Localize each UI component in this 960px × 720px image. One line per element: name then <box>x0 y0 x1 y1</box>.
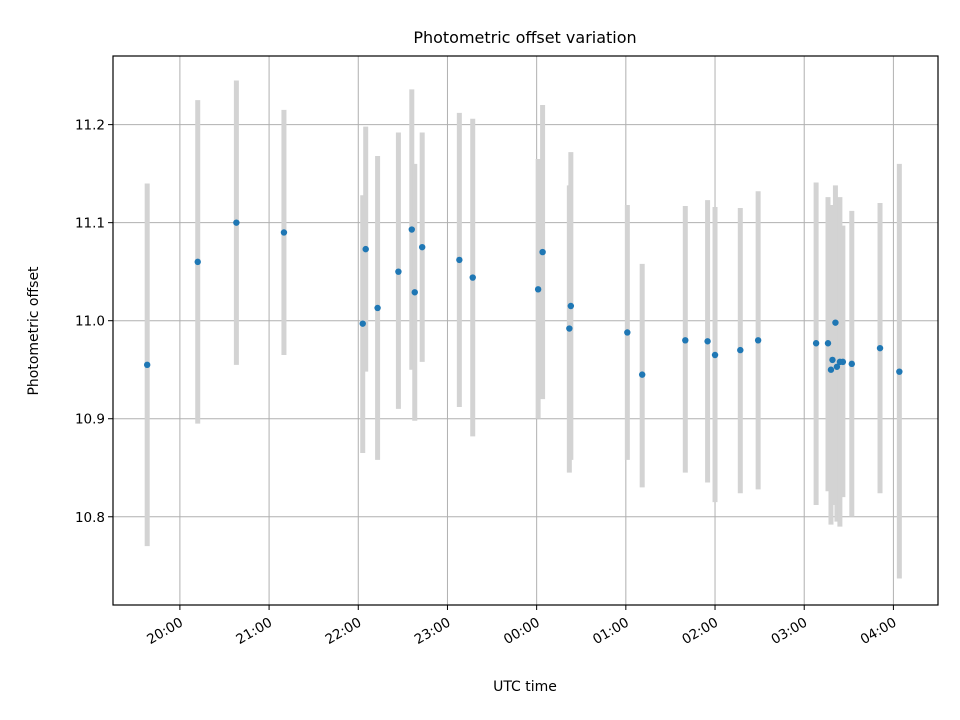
data-point <box>711 351 719 359</box>
data-point <box>408 226 415 233</box>
data-point <box>829 356 836 364</box>
data-point <box>833 363 841 370</box>
x-tick-label: 04:00 <box>858 615 900 648</box>
data-point <box>395 268 402 275</box>
data-point <box>362 245 369 253</box>
x-tick-label: 20:00 <box>144 615 186 648</box>
data-point <box>374 304 381 312</box>
data-point <box>456 256 463 264</box>
data-point <box>876 344 884 352</box>
data-point <box>469 274 476 281</box>
data-point <box>896 368 903 375</box>
data-point <box>754 337 762 344</box>
y-tick-label: 11.1 <box>75 216 105 232</box>
data-point <box>359 320 366 327</box>
data-point <box>233 219 240 226</box>
data-point <box>839 358 847 366</box>
plot-frame <box>112 55 939 606</box>
data-point <box>704 338 711 345</box>
y-axis-label: Photometric offset <box>26 266 42 396</box>
x-tick-label: 03:00 <box>769 615 811 648</box>
data-point <box>624 329 631 336</box>
y-tick-label: 11.2 <box>75 118 105 134</box>
y-tick-label: 10.9 <box>75 412 105 428</box>
data-point <box>812 340 820 347</box>
data-point <box>280 229 288 236</box>
data-point <box>737 346 744 354</box>
data-point <box>682 337 689 344</box>
x-tick-label: 01:00 <box>590 615 632 648</box>
x-tick-label: 23:00 <box>412 615 454 648</box>
data-point <box>567 302 575 310</box>
data-point <box>534 286 542 293</box>
error-bars <box>144 80 902 579</box>
data-point <box>411 289 418 296</box>
data-point <box>832 319 839 326</box>
x-axis-label: UTC time <box>493 679 557 695</box>
x-tick-label: 02:00 <box>679 615 721 648</box>
data-point <box>539 248 546 256</box>
chart-title: Photometric offset variation <box>413 28 636 47</box>
data-point <box>827 366 835 373</box>
data-point <box>194 258 201 266</box>
x-tick-label: 21:00 <box>233 615 275 648</box>
x-tick-label: 22:00 <box>323 615 365 648</box>
data-points <box>143 219 903 378</box>
x-tick-label: 00:00 <box>501 615 543 648</box>
data-point <box>143 361 151 369</box>
data-point <box>824 340 832 347</box>
data-point <box>566 325 573 332</box>
y-tick-label: 10.8 <box>75 510 105 526</box>
y-tick-label: 11.0 <box>75 314 105 330</box>
data-point <box>638 371 646 378</box>
data-point <box>848 360 855 368</box>
data-point <box>418 243 426 251</box>
